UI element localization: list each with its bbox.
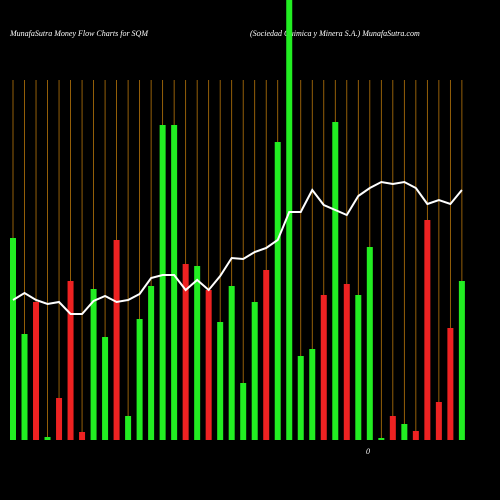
bar xyxy=(10,238,16,440)
bar xyxy=(274,142,281,440)
bar xyxy=(263,270,270,440)
bar xyxy=(297,356,304,440)
bar xyxy=(217,322,224,440)
bar xyxy=(435,402,442,440)
bar xyxy=(125,416,132,440)
bar xyxy=(343,284,350,440)
bar xyxy=(389,416,396,440)
bar xyxy=(424,220,431,440)
bar xyxy=(401,424,408,440)
bar xyxy=(447,328,454,440)
bar xyxy=(33,302,40,440)
annotation: 0 xyxy=(366,447,370,456)
bar xyxy=(240,383,247,440)
bar xyxy=(21,334,28,440)
bar xyxy=(378,438,385,440)
bar xyxy=(44,437,51,440)
bar xyxy=(182,264,189,440)
bar xyxy=(251,302,258,440)
bar xyxy=(102,337,109,440)
bar xyxy=(205,290,212,440)
bar xyxy=(309,349,316,440)
chart-title: MunafaSutra Money Flow Charts for SQM xyxy=(9,29,149,38)
bar xyxy=(171,125,178,440)
bar xyxy=(90,289,97,440)
bar xyxy=(194,266,201,440)
bar xyxy=(67,281,74,440)
bar xyxy=(366,247,373,440)
chart-subtitle: (Sociedad Quimica y Minera S.A.) MunafaS… xyxy=(250,29,420,38)
bar xyxy=(136,319,143,440)
bar xyxy=(320,295,327,440)
bar xyxy=(56,398,63,440)
bar xyxy=(355,295,362,440)
bar xyxy=(332,122,339,440)
bar xyxy=(113,240,120,440)
bar xyxy=(286,0,293,440)
bar xyxy=(228,286,235,440)
bar xyxy=(458,281,465,440)
bar xyxy=(148,286,155,440)
bar xyxy=(79,432,86,440)
bar xyxy=(159,125,166,440)
line xyxy=(12,180,463,315)
bar xyxy=(412,431,419,440)
